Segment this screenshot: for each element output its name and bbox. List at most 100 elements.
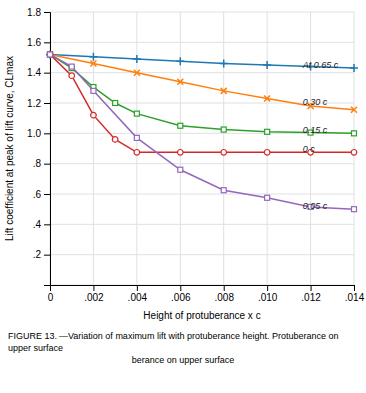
x-tick: .014 — [345, 285, 365, 303]
curve-label: 0.30 c — [303, 97, 328, 107]
y-tick-label: 1.2 — [27, 98, 41, 109]
y-tick-mark — [44, 224, 50, 225]
series-line — [50, 54, 354, 109]
point — [220, 60, 228, 68]
point — [134, 149, 140, 155]
point — [89, 53, 97, 61]
point — [263, 61, 271, 69]
point — [351, 149, 357, 155]
point — [264, 149, 270, 155]
y-tick-label: 1.4 — [27, 67, 41, 78]
y-tick-mark — [44, 42, 50, 43]
y-tick: 1.0 — [27, 128, 50, 139]
x-grid-line — [354, 12, 355, 285]
x-tick-label: .002 — [84, 292, 104, 303]
x-tick-mark — [311, 285, 312, 291]
x-tick: .004 — [128, 285, 148, 303]
y-grid-line — [50, 224, 354, 225]
y-tick-label: .4 — [33, 219, 42, 230]
x-axis-line — [51, 286, 355, 292]
x-grid-line — [267, 12, 268, 285]
point — [91, 88, 96, 93]
y-axis: .2 .4 .6 .8 1.0 1.2 1.4 1.6 1.8 — [27, 7, 50, 286]
y-tick-mark — [44, 12, 50, 13]
x-tick: .012 — [301, 285, 321, 303]
point — [134, 135, 139, 140]
point — [178, 167, 183, 172]
point — [264, 95, 270, 101]
y-tick: 1.6 — [27, 37, 50, 48]
x-tick-label: .012 — [301, 292, 321, 303]
y-grid-line — [50, 12, 354, 13]
point — [69, 73, 75, 79]
x-tick: .002 — [84, 285, 104, 303]
point — [221, 188, 226, 193]
x-axis: 0.002.004.006.008.010.012.014 — [48, 285, 365, 303]
x-tick-mark — [137, 285, 138, 291]
point — [134, 70, 140, 76]
point — [47, 51, 53, 57]
series-line — [50, 54, 354, 133]
y-axis-title: Lift coefficient at peak of lift curve, … — [4, 56, 15, 241]
y-tick: .8 — [33, 158, 50, 169]
point — [221, 149, 227, 155]
point — [177, 79, 183, 85]
curve-label: At 0.65 c — [302, 60, 339, 70]
y-tick-mark — [44, 164, 50, 165]
y-tick: 1.4 — [27, 67, 50, 78]
point — [90, 61, 96, 67]
x-grid-line — [223, 12, 224, 285]
x-tick-mark — [224, 285, 225, 291]
point — [221, 127, 226, 132]
y-tick: .2 — [33, 249, 50, 260]
x-tick-label: .004 — [128, 292, 148, 303]
y-tick-label: .8 — [33, 158, 42, 169]
caption-label: FIGURE 13. — [8, 331, 57, 341]
point — [351, 107, 357, 113]
x-tick: .006 — [171, 285, 191, 303]
y-tick-label: 1.0 — [27, 128, 41, 139]
y-tick-mark — [44, 73, 50, 74]
x-tick-mark — [180, 285, 181, 291]
point — [134, 111, 139, 116]
x-tick: .010 — [258, 285, 278, 303]
plot: 0.002.004.006.008.010.012.014.2.4.6.81.0… — [27, 7, 365, 303]
y-tick: .4 — [33, 219, 50, 230]
point — [350, 64, 358, 72]
y-grid-line — [50, 72, 354, 73]
point — [265, 129, 270, 134]
point — [69, 64, 74, 69]
y-tick — [44, 285, 50, 286]
y-grid-line — [50, 254, 354, 255]
point — [47, 52, 53, 58]
x-tick-label: .014 — [345, 292, 365, 303]
x-tick-mark — [93, 285, 94, 291]
curve-label: 0.15 c — [303, 125, 328, 135]
x-grid-line — [136, 12, 137, 285]
point — [176, 57, 184, 65]
series-line — [50, 54, 354, 152]
point — [221, 88, 227, 94]
point — [112, 137, 118, 143]
x-tick-label: .010 — [258, 292, 278, 303]
data — [46, 50, 358, 211]
y-tick: 1.8 — [27, 7, 50, 18]
y-tick-mark — [44, 133, 50, 134]
point — [265, 195, 270, 200]
point — [48, 52, 53, 57]
y-tick-mark — [44, 194, 50, 195]
point — [178, 123, 183, 128]
x-grid-line — [180, 12, 181, 285]
y-grid-line — [50, 194, 354, 195]
y-tick-label: 1.8 — [27, 7, 41, 18]
x-tick: .008 — [214, 285, 234, 303]
y-tick: .6 — [33, 189, 50, 200]
chart: 0.002.004.006.008.010.012.014.2.4.6.81.0… — [0, 0, 366, 393]
caption-text: berance on upper surface — [132, 355, 235, 365]
point — [48, 52, 53, 57]
point — [352, 131, 357, 136]
x-axis-title: Height of protuberance x c — [143, 310, 260, 321]
caption-text: —Variation of maximum lift with protuber… — [8, 331, 341, 353]
y-tick: 1.2 — [27, 98, 50, 109]
curve-label: 0 c — [303, 144, 316, 154]
